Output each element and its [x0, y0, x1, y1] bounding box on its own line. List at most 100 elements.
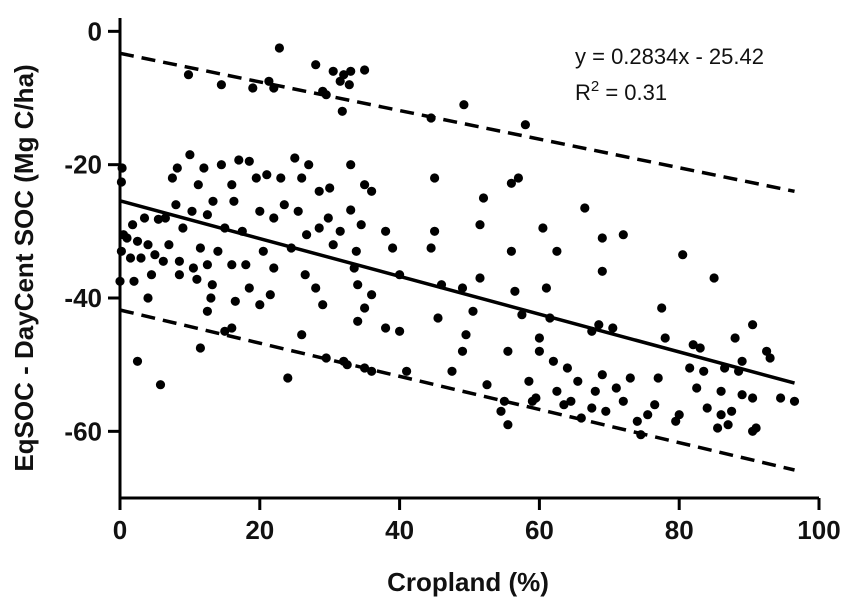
data-point	[716, 410, 726, 420]
data-point	[597, 266, 607, 276]
data-point	[468, 306, 478, 316]
data-point	[188, 263, 198, 273]
data-point	[318, 300, 328, 310]
data-point	[716, 386, 726, 396]
data-point	[274, 43, 284, 53]
data-point	[244, 156, 254, 166]
data-point	[360, 180, 370, 190]
data-point	[562, 363, 573, 373]
data-point	[346, 66, 356, 76]
r-squared-label: R	[575, 80, 591, 105]
data-point	[153, 214, 163, 224]
data-point	[160, 213, 170, 223]
data-point	[426, 243, 436, 253]
data-point	[276, 173, 286, 183]
data-point	[202, 260, 212, 270]
data-point	[506, 178, 516, 188]
data-point	[576, 413, 586, 423]
data-point	[461, 330, 471, 340]
data-point	[737, 390, 747, 400]
data-point	[457, 283, 468, 293]
y-axis-title: EqSOC - DayCent SOC (Mg C/ha)	[9, 64, 39, 471]
prediction-band-line	[119, 51, 795, 194]
data-point	[199, 163, 209, 173]
data-point	[255, 206, 265, 216]
data-point	[171, 200, 181, 210]
data-point	[328, 66, 338, 76]
data-point	[195, 243, 205, 253]
data-point	[202, 306, 212, 316]
data-point	[251, 173, 261, 183]
data-point	[618, 230, 628, 240]
data-point	[709, 273, 719, 283]
data-point	[353, 280, 363, 290]
data-point	[430, 226, 440, 236]
data-point	[625, 373, 635, 383]
data-point	[699, 366, 709, 376]
data-point	[748, 320, 758, 330]
r-squared-annotation: R2 = 0.31	[575, 78, 667, 105]
data-point	[559, 400, 569, 410]
data-point	[552, 386, 562, 396]
data-point	[608, 323, 618, 333]
data-point	[482, 380, 492, 390]
data-point	[174, 256, 184, 266]
data-point	[650, 400, 660, 410]
data-point	[193, 180, 203, 190]
data-point	[297, 173, 307, 183]
data-point	[657, 303, 667, 313]
data-point	[499, 396, 509, 406]
data-point	[174, 270, 184, 280]
data-point	[300, 270, 310, 280]
data-point	[337, 106, 347, 116]
data-point	[524, 376, 534, 386]
data-point	[671, 416, 681, 426]
data-point	[167, 173, 177, 183]
data-point	[164, 240, 174, 250]
data-point	[258, 246, 268, 256]
data-point	[264, 76, 274, 86]
data-point	[248, 83, 258, 93]
data-point	[618, 396, 628, 406]
data-point	[234, 155, 244, 165]
data-point	[478, 193, 489, 203]
data-point	[208, 196, 218, 206]
data-point	[269, 263, 279, 273]
y-tick-label: -60	[64, 416, 102, 446]
y-tick-label: -20	[64, 150, 102, 180]
data-point	[230, 296, 240, 306]
data-point	[220, 326, 230, 336]
data-point	[185, 150, 195, 160]
data-point	[692, 383, 702, 393]
data-point	[503, 346, 513, 356]
data-point	[447, 366, 457, 376]
data-point	[496, 406, 506, 416]
data-point	[269, 213, 279, 223]
data-point	[183, 70, 194, 80]
data-point	[353, 316, 363, 326]
x-tick-label: 20	[245, 515, 274, 545]
data-point	[321, 353, 331, 363]
data-points	[115, 43, 800, 440]
data-point	[381, 323, 391, 333]
data-point	[344, 80, 354, 90]
data-point	[388, 243, 398, 253]
data-point	[513, 173, 524, 183]
data-point	[262, 170, 272, 180]
data-point	[601, 406, 611, 416]
x-axis-title: Cropland (%)	[387, 567, 549, 597]
data-point	[192, 274, 202, 284]
data-point	[125, 253, 136, 263]
data-point	[748, 393, 758, 403]
data-point	[172, 163, 182, 173]
data-point	[685, 363, 695, 373]
data-point	[566, 396, 576, 406]
y-tick-label: -40	[64, 283, 102, 313]
data-point	[475, 273, 485, 283]
data-point	[534, 346, 545, 356]
data-point	[552, 246, 562, 256]
data-point	[360, 65, 370, 75]
data-point	[688, 340, 698, 350]
data-point	[314, 186, 324, 196]
data-point	[244, 283, 254, 293]
